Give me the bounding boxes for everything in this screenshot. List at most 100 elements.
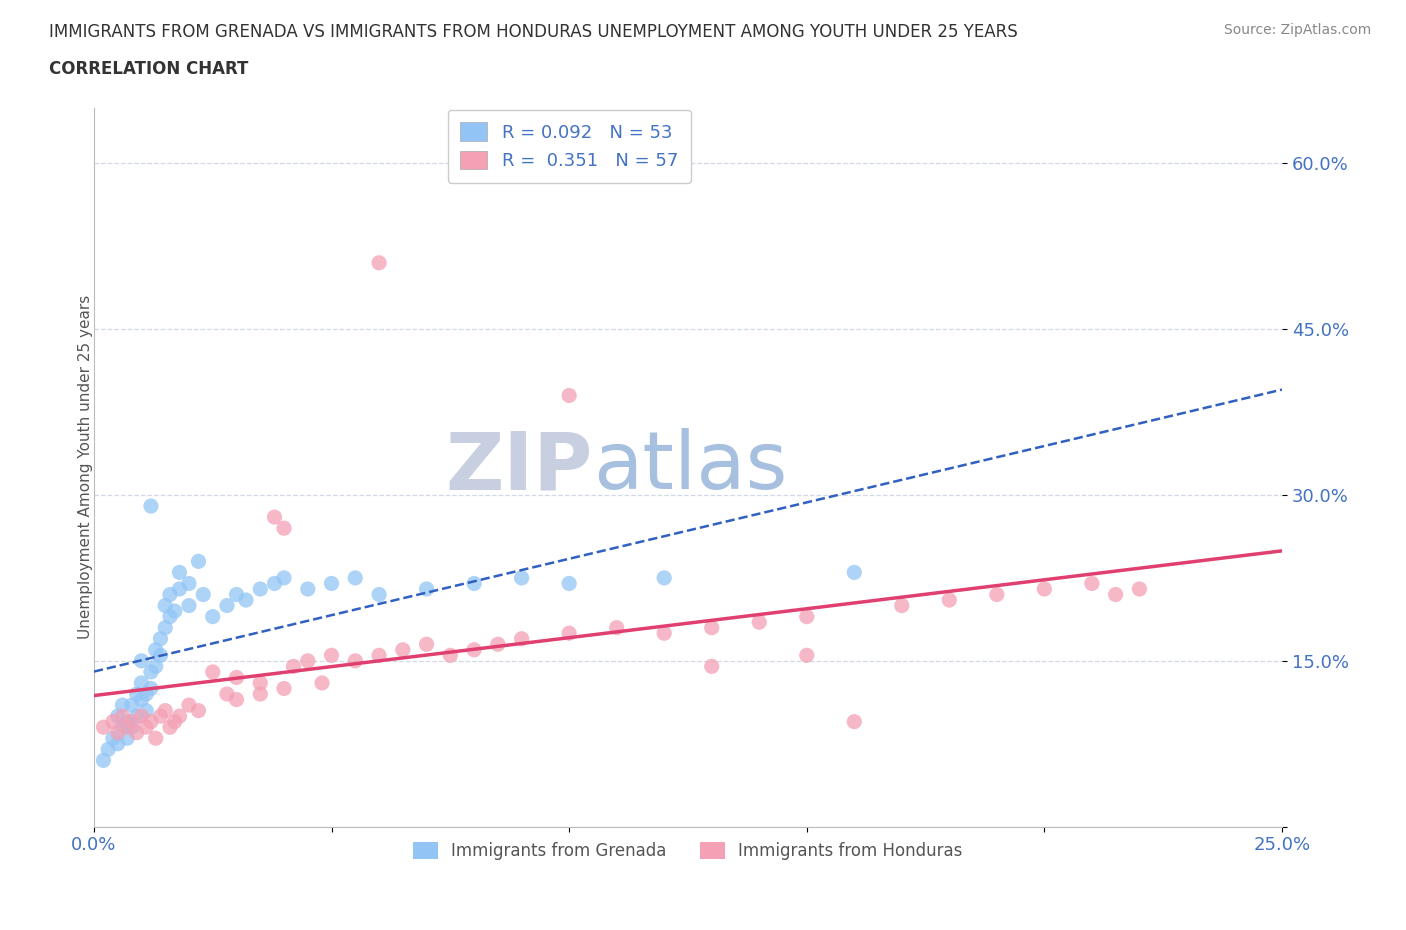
Point bbox=[392, 643, 415, 658]
Point bbox=[115, 720, 138, 735]
Point bbox=[235, 592, 257, 607]
Point bbox=[558, 576, 581, 591]
Text: Source: ZipAtlas.com: Source: ZipAtlas.com bbox=[1223, 23, 1371, 37]
Point bbox=[844, 714, 866, 729]
Point bbox=[652, 570, 675, 585]
Text: ZIP: ZIP bbox=[446, 429, 593, 506]
Point bbox=[169, 581, 191, 596]
Point bbox=[225, 692, 247, 707]
Point bbox=[311, 675, 333, 690]
Point bbox=[149, 631, 172, 646]
Point bbox=[187, 703, 209, 718]
Point bbox=[748, 615, 770, 630]
Point bbox=[439, 648, 461, 663]
Point bbox=[111, 709, 134, 724]
Point bbox=[121, 698, 143, 712]
Point bbox=[844, 565, 866, 579]
Point bbox=[283, 659, 305, 674]
Point bbox=[155, 703, 177, 718]
Y-axis label: Unemployment Among Youth under 25 years: Unemployment Among Youth under 25 years bbox=[79, 295, 93, 640]
Point bbox=[796, 648, 818, 663]
Point bbox=[101, 731, 124, 746]
Point bbox=[486, 637, 509, 652]
Point bbox=[368, 648, 391, 663]
Point bbox=[938, 592, 960, 607]
Point bbox=[263, 510, 285, 525]
Point bbox=[121, 714, 143, 729]
Point bbox=[273, 521, 295, 536]
Point bbox=[510, 570, 533, 585]
Point bbox=[177, 598, 200, 613]
Point bbox=[125, 686, 148, 701]
Point bbox=[263, 576, 285, 591]
Point bbox=[652, 626, 675, 641]
Point bbox=[169, 565, 191, 579]
Point bbox=[273, 681, 295, 696]
Point bbox=[249, 675, 271, 690]
Point bbox=[159, 609, 181, 624]
Point bbox=[700, 659, 723, 674]
Point bbox=[368, 256, 391, 271]
Point bbox=[606, 620, 628, 635]
Point bbox=[700, 620, 723, 635]
Point bbox=[107, 737, 129, 751]
Point bbox=[415, 637, 437, 652]
Point bbox=[135, 703, 157, 718]
Point bbox=[121, 720, 143, 735]
Point bbox=[135, 720, 157, 735]
Point bbox=[321, 576, 343, 591]
Point bbox=[163, 714, 186, 729]
Point bbox=[463, 643, 485, 658]
Point bbox=[131, 692, 153, 707]
Point bbox=[1081, 576, 1104, 591]
Point bbox=[890, 598, 912, 613]
Point bbox=[145, 659, 167, 674]
Point bbox=[125, 725, 148, 740]
Point bbox=[201, 609, 224, 624]
Point bbox=[155, 598, 177, 613]
Point bbox=[415, 581, 437, 596]
Point bbox=[297, 581, 319, 596]
Point bbox=[163, 604, 186, 618]
Point bbox=[107, 725, 129, 740]
Point bbox=[93, 753, 115, 768]
Point bbox=[125, 709, 148, 724]
Point bbox=[131, 654, 153, 669]
Point bbox=[115, 731, 138, 746]
Point bbox=[93, 720, 115, 735]
Point bbox=[986, 587, 1008, 602]
Point bbox=[273, 570, 295, 585]
Point bbox=[249, 686, 271, 701]
Point bbox=[321, 648, 343, 663]
Point bbox=[297, 654, 319, 669]
Text: CORRELATION CHART: CORRELATION CHART bbox=[49, 60, 249, 78]
Point bbox=[177, 576, 200, 591]
Point bbox=[187, 554, 209, 569]
Point bbox=[201, 664, 224, 679]
Point bbox=[131, 675, 153, 690]
Point bbox=[149, 709, 172, 724]
Point bbox=[145, 731, 167, 746]
Point bbox=[249, 581, 271, 596]
Point bbox=[145, 643, 167, 658]
Point bbox=[558, 626, 581, 641]
Point bbox=[139, 681, 162, 696]
Legend: Immigrants from Grenada, Immigrants from Honduras: Immigrants from Grenada, Immigrants from… bbox=[405, 834, 972, 869]
Point bbox=[159, 587, 181, 602]
Point bbox=[344, 654, 367, 669]
Point bbox=[225, 670, 247, 684]
Point bbox=[177, 698, 200, 712]
Point bbox=[344, 570, 367, 585]
Point bbox=[139, 664, 162, 679]
Point bbox=[139, 714, 162, 729]
Point bbox=[225, 587, 247, 602]
Point bbox=[169, 709, 191, 724]
Point bbox=[111, 720, 134, 735]
Point bbox=[107, 709, 129, 724]
Point bbox=[510, 631, 533, 646]
Point bbox=[193, 587, 215, 602]
Point bbox=[215, 686, 238, 701]
Point bbox=[97, 742, 120, 757]
Point bbox=[131, 709, 153, 724]
Text: IMMIGRANTS FROM GRENADA VS IMMIGRANTS FROM HONDURAS UNEMPLOYMENT AMONG YOUTH UND: IMMIGRANTS FROM GRENADA VS IMMIGRANTS FR… bbox=[49, 23, 1018, 41]
